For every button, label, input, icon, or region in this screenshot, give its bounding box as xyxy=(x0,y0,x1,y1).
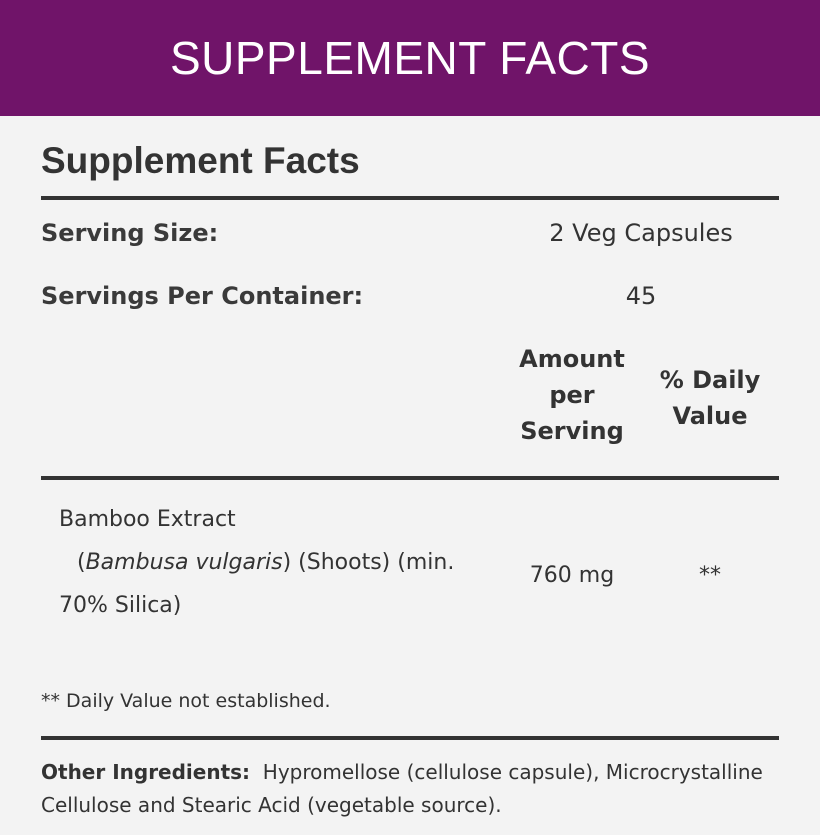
banner-title: SUPPLEMENT FACTS xyxy=(169,32,651,84)
ingredient-name-line: (Bambusa vulgaris) (Shoots) (min. xyxy=(59,541,479,584)
ingredient-daily-value: ** xyxy=(699,563,721,588)
facts-title: Supplement Facts xyxy=(41,140,360,181)
servings-per-container-value: 45 xyxy=(625,282,657,310)
daily-value-header-line: % Daily xyxy=(659,366,761,394)
amount-header-line: per xyxy=(549,381,595,409)
ingredient-latin-name: Bambusa vulgaris xyxy=(85,550,283,575)
footer-divider xyxy=(41,736,779,740)
other-ingredients-label: Other Ingredients: xyxy=(41,760,251,784)
other-ingredients-text: Hypromellose (cellulose capsule), Microc… xyxy=(41,760,763,817)
servings-per-container-label: Servings Per Container: xyxy=(41,282,364,310)
title-divider xyxy=(41,196,779,200)
ingredient-name-line: 70% Silica) xyxy=(59,593,182,618)
amount-header-line: Serving xyxy=(520,417,624,445)
daily-value-header-line: Value xyxy=(672,402,748,430)
header-divider xyxy=(41,476,779,480)
ingredient-amount: 760 mg xyxy=(529,563,615,588)
ingredient-name-line: Bamboo Extract xyxy=(59,507,236,532)
other-ingredients: Other Ingredients: Hypromellose (cellulo… xyxy=(41,756,781,822)
ingredient-name: Bamboo Extract (Bambusa vulgaris) (Shoot… xyxy=(59,498,479,627)
header-banner: SUPPLEMENT FACTS xyxy=(0,0,820,116)
open-paren: ( xyxy=(77,550,86,575)
ingredient-name-rest: ) (Shoots) (min. xyxy=(282,550,455,575)
daily-value-header: % Daily Value xyxy=(644,362,776,434)
serving-size-value: 2 Veg Capsules xyxy=(549,219,733,247)
serving-size-label: Serving Size: xyxy=(41,219,219,247)
amount-header-line: Amount xyxy=(519,345,625,373)
daily-value-footnote: ** Daily Value not established. xyxy=(41,690,331,712)
amount-per-serving-header: Amount per Serving xyxy=(500,341,644,449)
